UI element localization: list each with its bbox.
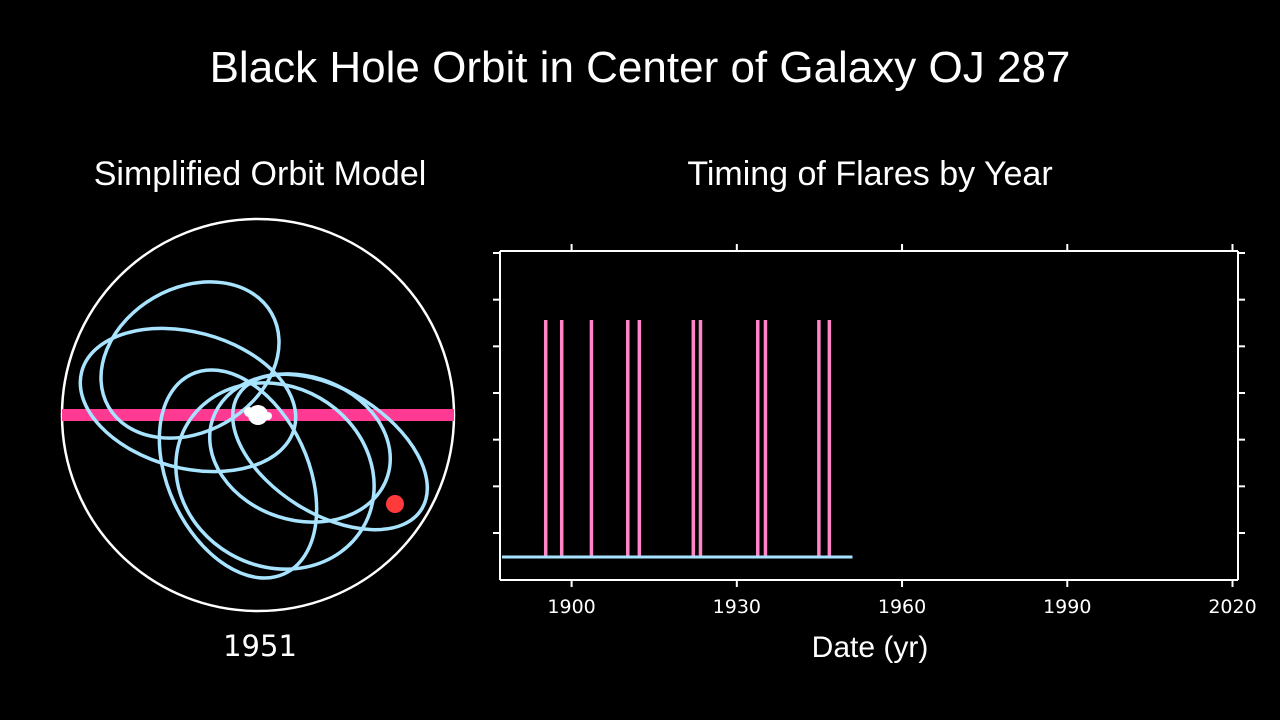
orbit-panel-title: Simplified Orbit Model — [93, 155, 427, 193]
orbit-loops — [78, 280, 430, 580]
x-axis-label: Date (yr) — [812, 631, 929, 664]
orbit-loop — [99, 280, 281, 440]
year-readout: 1951 — [223, 629, 297, 663]
companion-black-hole — [386, 495, 404, 513]
central-black-hole-highlight — [244, 407, 254, 417]
orbit-loop — [207, 372, 393, 524]
central-black-hole-highlight — [264, 412, 272, 420]
orbit-panel — [60, 217, 456, 613]
chart-title: Timing of Flares by Year — [687, 155, 1053, 193]
flare-chart: 1900 1930 1960 1990 2020 Date (yr) — [493, 244, 1257, 664]
x-tick-label: 2020 — [1208, 596, 1256, 618]
y-ticks — [493, 252, 1245, 534]
orbit-loop — [230, 372, 430, 532]
flare-series — [543, 320, 832, 557]
x-tick-label: 1930 — [713, 596, 761, 618]
x-tick-label: 1900 — [547, 596, 595, 618]
orbit-loop — [78, 326, 298, 474]
x-tick-label: 1990 — [1043, 596, 1091, 618]
x-tick-label: 1960 — [878, 596, 926, 618]
orbit-loop — [157, 368, 319, 580]
main-title: Black Hole Orbit in Center of Galaxy OJ … — [209, 43, 1071, 92]
orbit-loop — [174, 381, 376, 571]
x-ticks: 1900 1930 1960 1990 2020 — [547, 244, 1257, 618]
